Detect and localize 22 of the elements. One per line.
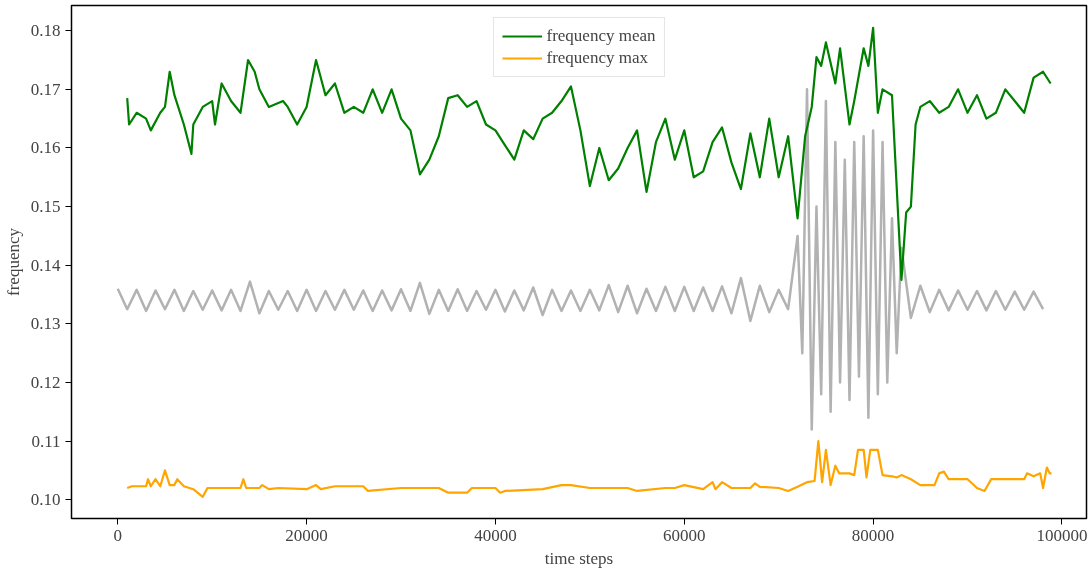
- y-axis-title: frequency: [3, 227, 23, 296]
- legend-label: frequency mean: [546, 26, 656, 46]
- y-tick-label: 0.16: [30, 138, 61, 158]
- y-tick-label: 0.18: [30, 21, 61, 41]
- y-tick-label: 0.12: [30, 372, 61, 392]
- x-tick-label: 20000: [285, 525, 328, 545]
- x-axis-title: time steps: [544, 548, 614, 568]
- y-tick-label: 0.11: [31, 431, 61, 451]
- line-series: [116, 88, 1045, 431]
- y-tick-label: 0.10: [30, 490, 61, 510]
- x-tick-label: 60000: [663, 525, 706, 545]
- y-tick-label: 0.15: [30, 197, 61, 217]
- x-tick-label: 100000: [1036, 525, 1088, 545]
- line-series: [126, 26, 1052, 281]
- legend-label: frequency max: [546, 48, 648, 68]
- y-tick-label: 0.14: [30, 255, 61, 275]
- x-tick-label: 40000: [474, 525, 517, 545]
- y-tick-label: 0.17: [30, 79, 61, 99]
- y-tick-label: 0.13: [30, 314, 61, 334]
- x-tick-label: 80000: [851, 525, 895, 545]
- x-tick-label: 0: [113, 525, 123, 545]
- line-series: [126, 440, 1053, 498]
